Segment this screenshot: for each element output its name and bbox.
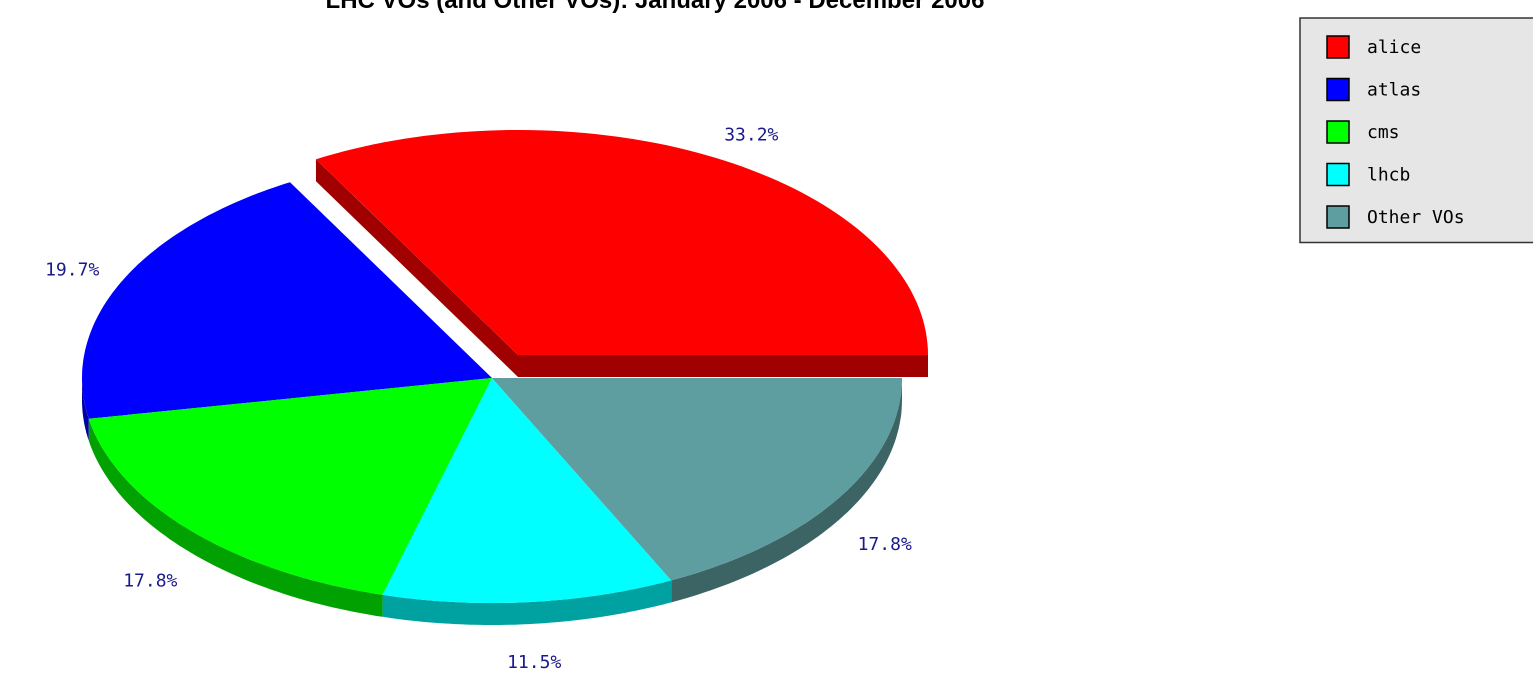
- legend-label: atlas: [1367, 80, 1421, 101]
- slice: [492, 378, 902, 581]
- slice-side: [671, 378, 902, 603]
- value-label: 19.7%: [45, 260, 99, 281]
- slice-side: [382, 580, 672, 625]
- slice: [88, 378, 493, 595]
- legend-label: cms: [1367, 122, 1400, 143]
- value-label: 33.2%: [724, 124, 778, 145]
- legend-swatch: [1326, 205, 1350, 229]
- slice: [82, 182, 492, 419]
- pie: 19.7% 17.8% 11.5% 17.8% 33.2%: [45, 124, 928, 673]
- value-label: 17.8%: [858, 534, 912, 555]
- legend-swatch: [1326, 162, 1350, 187]
- chart-title: LHC VOs (and Other VOs): January 2006 - …: [326, 0, 985, 14]
- legend-label: Other VOs: [1367, 207, 1465, 228]
- legend-label: alice: [1367, 37, 1421, 58]
- slice: [382, 378, 672, 603]
- legend-label: lhcb: [1367, 165, 1410, 186]
- legend-swatch: [1326, 77, 1350, 102]
- slice-face: [315, 159, 518, 377]
- legend-swatch: [1326, 35, 1350, 59]
- value-label: 17.8%: [123, 571, 177, 592]
- legend: alice atlas cms lhcb Other VOs: [1299, 17, 1533, 244]
- legend-swatch: [1326, 120, 1350, 144]
- slice-side: [82, 378, 89, 441]
- legend-box: [1299, 17, 1533, 244]
- slice: [316, 130, 928, 355]
- slice-face: [518, 355, 928, 377]
- value-label: 11.5%: [507, 652, 561, 673]
- slice-side: [88, 418, 383, 617]
